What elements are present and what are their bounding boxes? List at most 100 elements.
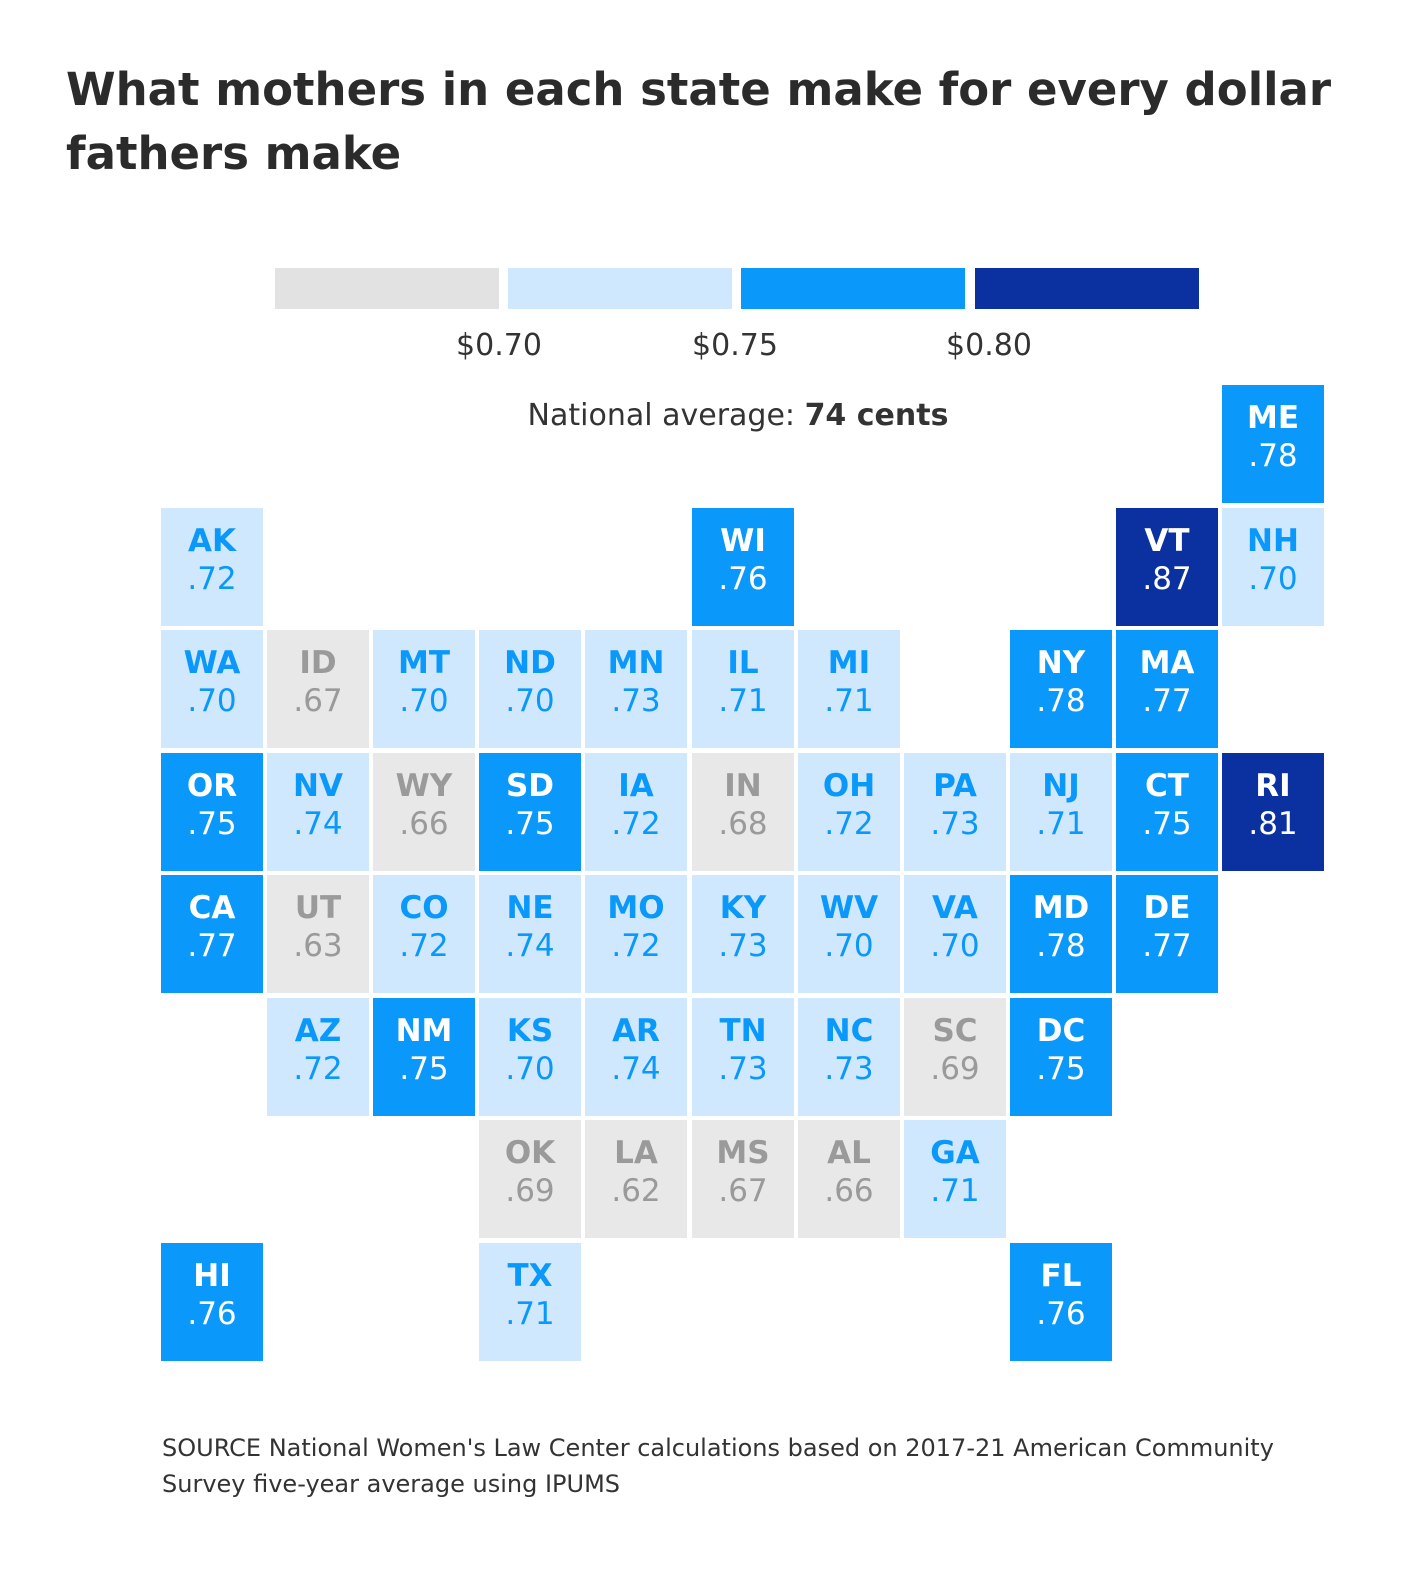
state-tile-mn: MN .73 [585, 630, 687, 748]
state-value: .76 [1036, 1296, 1086, 1332]
state-tile-fl: FL .76 [1010, 1243, 1112, 1361]
state-value: .77 [1142, 928, 1192, 964]
state-tile-vt: VT .87 [1116, 508, 1218, 626]
legend-swatch-75-80 [741, 268, 965, 309]
state-abbr: MS [716, 1135, 770, 1171]
state-tile-ia: IA .72 [585, 753, 687, 871]
state-tile-mo: MO .72 [585, 875, 687, 993]
state-abbr: HI [193, 1258, 231, 1294]
national-average-label: National average: [527, 398, 796, 433]
state-tile-or: OR .75 [161, 753, 263, 871]
state-abbr: WI [720, 523, 766, 559]
state-tile-ar: AR .74 [585, 998, 687, 1116]
state-abbr: CA [188, 890, 236, 926]
state-tile-de: DE .77 [1116, 875, 1218, 993]
chart-title: What mothers in each state make for ever… [66, 63, 1332, 180]
state-abbr: NV [293, 768, 343, 804]
state-value: .78 [1248, 438, 1298, 474]
state-abbr: VA [932, 890, 978, 926]
state-tile-ms: MS .67 [692, 1120, 794, 1238]
state-abbr: NY [1036, 645, 1086, 681]
state-tile-ca: CA .77 [161, 875, 263, 993]
legend-swatch-70-75 [508, 268, 732, 309]
state-abbr: WV [819, 890, 879, 926]
source-note: SOURCE National Women's Law Center calcu… [162, 1434, 1274, 1498]
state-abbr: MI [827, 645, 871, 681]
state-value: .78 [1036, 928, 1086, 964]
state-value: .87 [1142, 561, 1192, 597]
state-abbr: CT [1145, 768, 1189, 804]
state-abbr: ID [299, 645, 337, 681]
state-abbr: KS [506, 1013, 554, 1049]
state-abbr: ND [504, 645, 556, 681]
state-value: .66 [824, 1173, 874, 1209]
state-value: .71 [505, 1296, 555, 1332]
state-value: .69 [505, 1173, 555, 1209]
legend-tick-75: $0.75 [692, 328, 778, 363]
state-tile-wa: WA .70 [161, 630, 263, 748]
state-tile-nv: NV .74 [267, 753, 369, 871]
state-abbr: MA [1139, 645, 1195, 681]
state-tile-mi: MI .71 [798, 630, 900, 748]
state-tile-wy: WY .66 [373, 753, 475, 871]
state-value: .75 [1142, 806, 1192, 842]
state-value: .70 [1248, 561, 1298, 597]
state-abbr: RI [1255, 768, 1291, 804]
state-tile-ky: KY .73 [692, 875, 794, 993]
state-value: .76 [187, 1296, 237, 1332]
state-tile-ny: NY .78 [1010, 630, 1112, 748]
state-tile-al: AL .66 [798, 1120, 900, 1238]
state-tile-hi: HI .76 [161, 1243, 263, 1361]
state-value: .75 [187, 806, 237, 842]
state-abbr: IN [724, 768, 762, 804]
state-abbr: TN [719, 1013, 767, 1049]
state-abbr: OH [822, 768, 876, 804]
state-value: .67 [718, 1173, 768, 1209]
legend-swatch-above-80 [975, 268, 1199, 309]
state-value: .74 [505, 928, 555, 964]
state-value: .70 [187, 683, 237, 719]
state-abbr: UT [294, 890, 342, 926]
state-tile-nm: NM .75 [373, 998, 475, 1116]
state-value: .72 [611, 806, 661, 842]
state-value: .81 [1248, 806, 1298, 842]
state-tile-ks: KS .70 [479, 998, 581, 1116]
state-value: .78 [1036, 683, 1086, 719]
state-tile-wv: WV .70 [798, 875, 900, 993]
state-tile-ok: OK .69 [479, 1120, 581, 1238]
state-value: .75 [505, 806, 555, 842]
state-tile-ga: GA .71 [904, 1120, 1006, 1238]
state-abbr: DE [1143, 890, 1191, 926]
state-abbr: AK [187, 523, 236, 559]
state-tile-nd: ND .70 [479, 630, 581, 748]
state-tile-ri: RI .81 [1222, 753, 1324, 871]
state-tile-me: ME .78 [1222, 385, 1324, 503]
state-value: .77 [1142, 683, 1192, 719]
state-abbr: GA [930, 1135, 980, 1171]
state-tile-tn: TN .73 [692, 998, 794, 1116]
state-value: .73 [930, 806, 980, 842]
state-abbr: NC [824, 1013, 874, 1049]
state-value: .77 [187, 928, 237, 964]
state-abbr: AR [612, 1013, 660, 1049]
state-tile-ne: NE .74 [479, 875, 581, 993]
state-abbr: OK [504, 1135, 556, 1171]
state-value: .71 [824, 683, 874, 719]
state-value: .72 [824, 806, 874, 842]
state-tile-dc: DC .75 [1010, 998, 1112, 1116]
state-tile-pa: PA .73 [904, 753, 1006, 871]
state-value: .70 [930, 928, 980, 964]
state-value: .71 [930, 1173, 980, 1209]
state-abbr: MN [607, 645, 665, 681]
state-tile-in: IN .68 [692, 753, 794, 871]
state-tile-nj: NJ .71 [1010, 753, 1112, 871]
state-value: .63 [293, 928, 343, 964]
state-value: .73 [718, 1051, 768, 1087]
state-tile-ak: AK .72 [161, 508, 263, 626]
state-abbr: LA [614, 1135, 658, 1171]
state-abbr: DC [1036, 1013, 1086, 1049]
state-abbr: MD [1032, 890, 1090, 926]
state-tile-wi: WI .76 [692, 508, 794, 626]
state-value: .66 [399, 806, 449, 842]
state-abbr: AZ [294, 1013, 342, 1049]
